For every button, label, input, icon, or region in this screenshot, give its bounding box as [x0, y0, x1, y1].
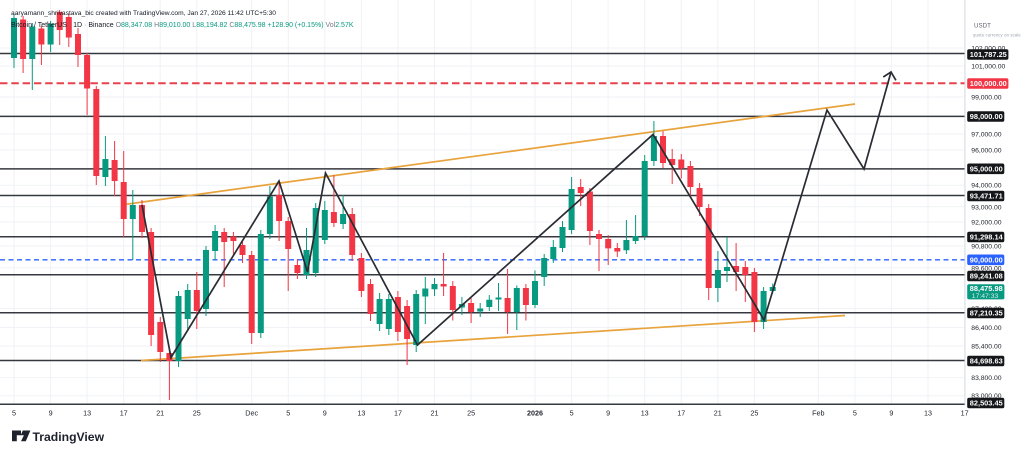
- svg-text:9: 9: [889, 408, 893, 417]
- svg-text:101,787.25: 101,787.25: [970, 50, 1007, 59]
- svg-text:95,000.00: 95,000.00: [970, 164, 1003, 173]
- svg-text:82,503.45: 82,503.45: [970, 399, 1003, 408]
- svg-text:5: 5: [286, 408, 290, 417]
- svg-text:5: 5: [12, 408, 16, 417]
- svg-text:13: 13: [83, 408, 91, 417]
- svg-text:17: 17: [961, 408, 969, 417]
- svg-text:85,400.00: 85,400.00: [971, 344, 1001, 351]
- svg-text:21: 21: [156, 408, 164, 417]
- svg-text:90,800.00: 90,800.00: [971, 244, 1001, 251]
- svg-text:9: 9: [323, 408, 327, 417]
- svg-text:84,698.63: 84,698.63: [970, 357, 1003, 366]
- svg-text:21: 21: [431, 408, 439, 417]
- svg-text:87,210.35: 87,210.35: [970, 309, 1003, 318]
- svg-text:89,241.08: 89,241.08: [970, 272, 1003, 281]
- svg-text:88,475.98: 88,475.98: [970, 284, 1003, 293]
- svg-text:83,800.00: 83,800.00: [971, 375, 1001, 382]
- svg-text:Dec: Dec: [245, 408, 258, 417]
- svg-text:5: 5: [570, 408, 574, 417]
- svg-text:94,000.00: 94,000.00: [971, 183, 1001, 190]
- svg-text:98,000.00: 98,000.00: [970, 112, 1003, 121]
- svg-text:86,400.00: 86,400.00: [971, 325, 1001, 332]
- svg-text:2026: 2026: [527, 408, 543, 417]
- svg-text:USDT: USDT: [974, 23, 991, 30]
- svg-text:83,000.00: 83,000.00: [971, 393, 1001, 400]
- svg-text:25: 25: [750, 408, 758, 417]
- svg-text:Bitcoin / TetherUS · 1D · Bina: Bitcoin / TetherUS · 1D · Binance O88,34…: [11, 22, 354, 29]
- svg-text:13: 13: [924, 408, 932, 417]
- svg-text:25: 25: [193, 408, 201, 417]
- svg-text:5: 5: [853, 408, 857, 417]
- svg-text:21: 21: [714, 408, 722, 417]
- svg-text:92,000.00: 92,000.00: [971, 220, 1001, 227]
- svg-text:99,000.00: 99,000.00: [971, 95, 1001, 102]
- svg-text:25: 25: [467, 408, 475, 417]
- svg-text:91,298.14: 91,298.14: [970, 233, 1004, 242]
- svg-text:9: 9: [49, 408, 53, 417]
- svg-text:102,000.00: 102,000.00: [971, 46, 1005, 53]
- svg-text:100,000.00: 100,000.00: [970, 79, 1007, 88]
- svg-text:17: 17: [677, 408, 685, 417]
- svg-text:aaryamann_shrivastava_bic crea: aaryamann_shrivastava_bic created with T…: [11, 10, 276, 17]
- svg-text:93,471.71: 93,471.71: [970, 192, 1003, 201]
- svg-text:96,000.00: 96,000.00: [971, 148, 1001, 155]
- svg-text:89,600.00: 89,600.00: [971, 265, 1001, 272]
- svg-text:17: 17: [120, 408, 128, 417]
- svg-text:97,000.00: 97,000.00: [971, 132, 1001, 139]
- svg-text:17: 17: [394, 408, 402, 417]
- svg-text:101,000.00: 101,000.00: [971, 64, 1005, 71]
- svg-text:13: 13: [641, 408, 649, 417]
- svg-text:93,000.00: 93,000.00: [971, 204, 1001, 211]
- svg-text:quote currency on scale: quote currency on scale: [973, 32, 1021, 37]
- svg-text:90,000.00: 90,000.00: [970, 255, 1003, 264]
- svg-text:13: 13: [357, 408, 365, 417]
- svg-text:9: 9: [606, 408, 610, 417]
- svg-text:TradingView: TradingView: [33, 430, 105, 444]
- svg-text:Feb: Feb: [812, 408, 824, 417]
- svg-text:17:47:33: 17:47:33: [972, 293, 999, 300]
